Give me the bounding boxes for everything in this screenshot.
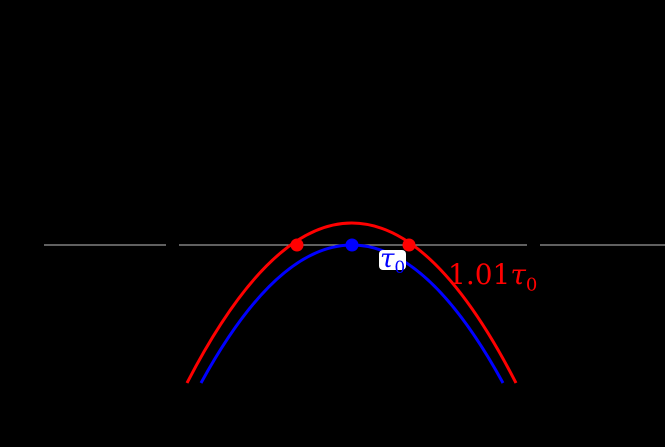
red-left-point — [290, 238, 304, 252]
tau-subscript: 0 — [525, 274, 538, 296]
tau-subscript: 0 — [394, 258, 406, 279]
tau0-label: τ0 — [380, 244, 405, 278]
scaled-tau-label: 1.01τ0 — [448, 258, 537, 296]
red-right-point — [402, 238, 416, 252]
tau0-label-bg — [379, 250, 406, 270]
tau-symbol: τ — [510, 258, 526, 291]
red-curve — [185, 221, 518, 384]
tau-symbol: τ — [380, 244, 395, 274]
scale-factor: 1.01 — [448, 258, 511, 291]
blue-peak-point — [345, 238, 359, 252]
